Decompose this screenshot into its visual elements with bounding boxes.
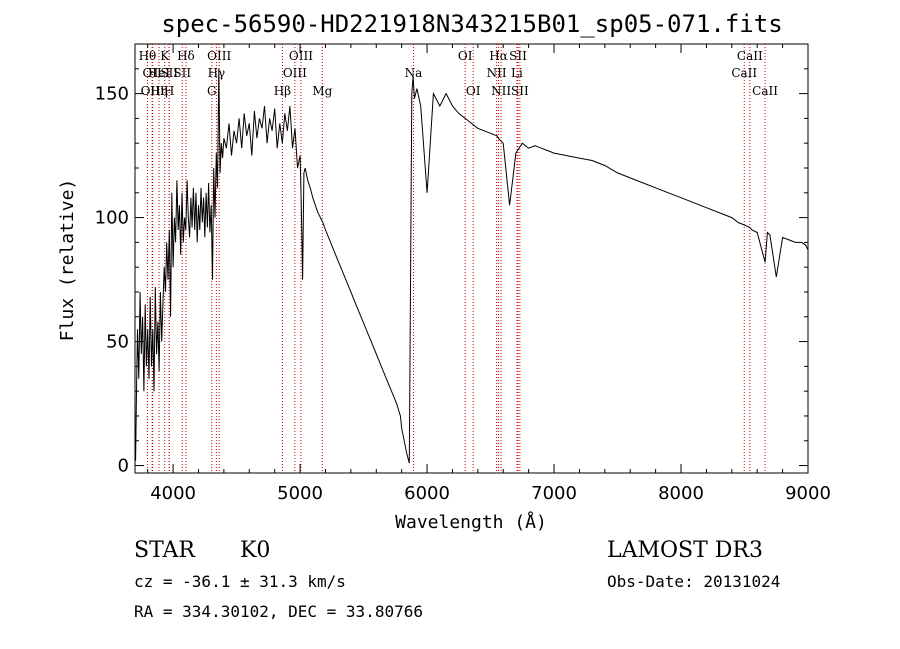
line-marker-label: Mg — [312, 84, 332, 98]
spectrum-line — [135, 68, 809, 464]
line-marker-label: CaII — [731, 66, 757, 80]
line-marker-label: NII — [487, 66, 507, 80]
line-marker-label: NII — [491, 84, 511, 98]
y-tick-label: 50 — [106, 332, 129, 353]
line-marker-label: SII — [160, 66, 178, 80]
line-marker-label: Hδ — [177, 49, 195, 63]
line-marker-label: K — [160, 49, 170, 63]
x-tick-label: 4000 — [150, 483, 196, 504]
line-marker-label: G — [207, 84, 217, 98]
line-marker-label: CaII — [752, 84, 778, 98]
line-marker-label: Hθ — [139, 49, 157, 63]
line-marker-label: H — [164, 84, 174, 98]
y-axis-label: Flux (relative) — [57, 179, 78, 342]
x-tick-label: 5000 — [277, 483, 323, 504]
line-marker-label: OIII — [207, 49, 231, 63]
x-tick-label: 6000 — [404, 483, 450, 504]
line-marker-label: Li — [511, 66, 523, 80]
chart-title: spec-56590-HD221918N343215B01_sp05-071.f… — [161, 10, 782, 38]
y-axis-ticks: 0 50 100 150 — [95, 68, 808, 477]
x-axis-ticks: 4000 5000 6000 7000 8000 9000 — [147, 44, 831, 504]
y-tick-label: 150 — [95, 84, 129, 105]
line-marker-label: Na — [405, 66, 423, 80]
y-tick-label: 0 — [118, 456, 129, 477]
line-marker-label: OIII — [283, 66, 307, 80]
y-tick-label: 100 — [95, 208, 129, 229]
line-marker-label: CaII — [737, 49, 763, 63]
line-marker-label: SII — [511, 84, 529, 98]
line-marker-label: Hγ — [208, 66, 226, 80]
survey-name: LAMOST DR3 — [607, 538, 763, 563]
line-marker-label: OI — [466, 84, 481, 98]
spectral-line-labels: HθOIIOIIIHηHeIKHSIIHδSIIGHγOIIIHβOIIIOII… — [139, 49, 779, 98]
line-marker-label: SII — [173, 66, 191, 80]
x-axis-label: Wavelength (Å) — [395, 511, 547, 533]
observation-date: Obs-Date: 20131024 — [607, 572, 781, 591]
plot-frame — [134, 43, 809, 474]
subclass: K0 — [240, 538, 271, 563]
object-type: STAR — [134, 538, 195, 563]
line-marker-label: Hα — [489, 49, 508, 63]
line-marker-label: OIII — [289, 49, 313, 63]
line-marker-label: SII — [509, 49, 527, 63]
line-marker-label: HeI — [148, 66, 171, 80]
line-marker-label: Hη — [150, 84, 168, 98]
line-marker-label: OIII — [141, 84, 165, 98]
x-tick-label: 8000 — [658, 483, 704, 504]
spectral-line-markers — [146, 44, 766, 473]
x-tick-label: 9000 — [785, 483, 831, 504]
line-marker-label: Hβ — [274, 84, 291, 98]
ra-dec: RA = 334.30102, DEC = 33.80766 — [134, 602, 423, 621]
line-marker-label: OII — [142, 66, 162, 80]
x-tick-label: 7000 — [531, 483, 577, 504]
redshift-cz: cz = -36.1 ± 31.3 km/s — [134, 572, 346, 591]
line-marker-label: OI — [458, 49, 473, 63]
